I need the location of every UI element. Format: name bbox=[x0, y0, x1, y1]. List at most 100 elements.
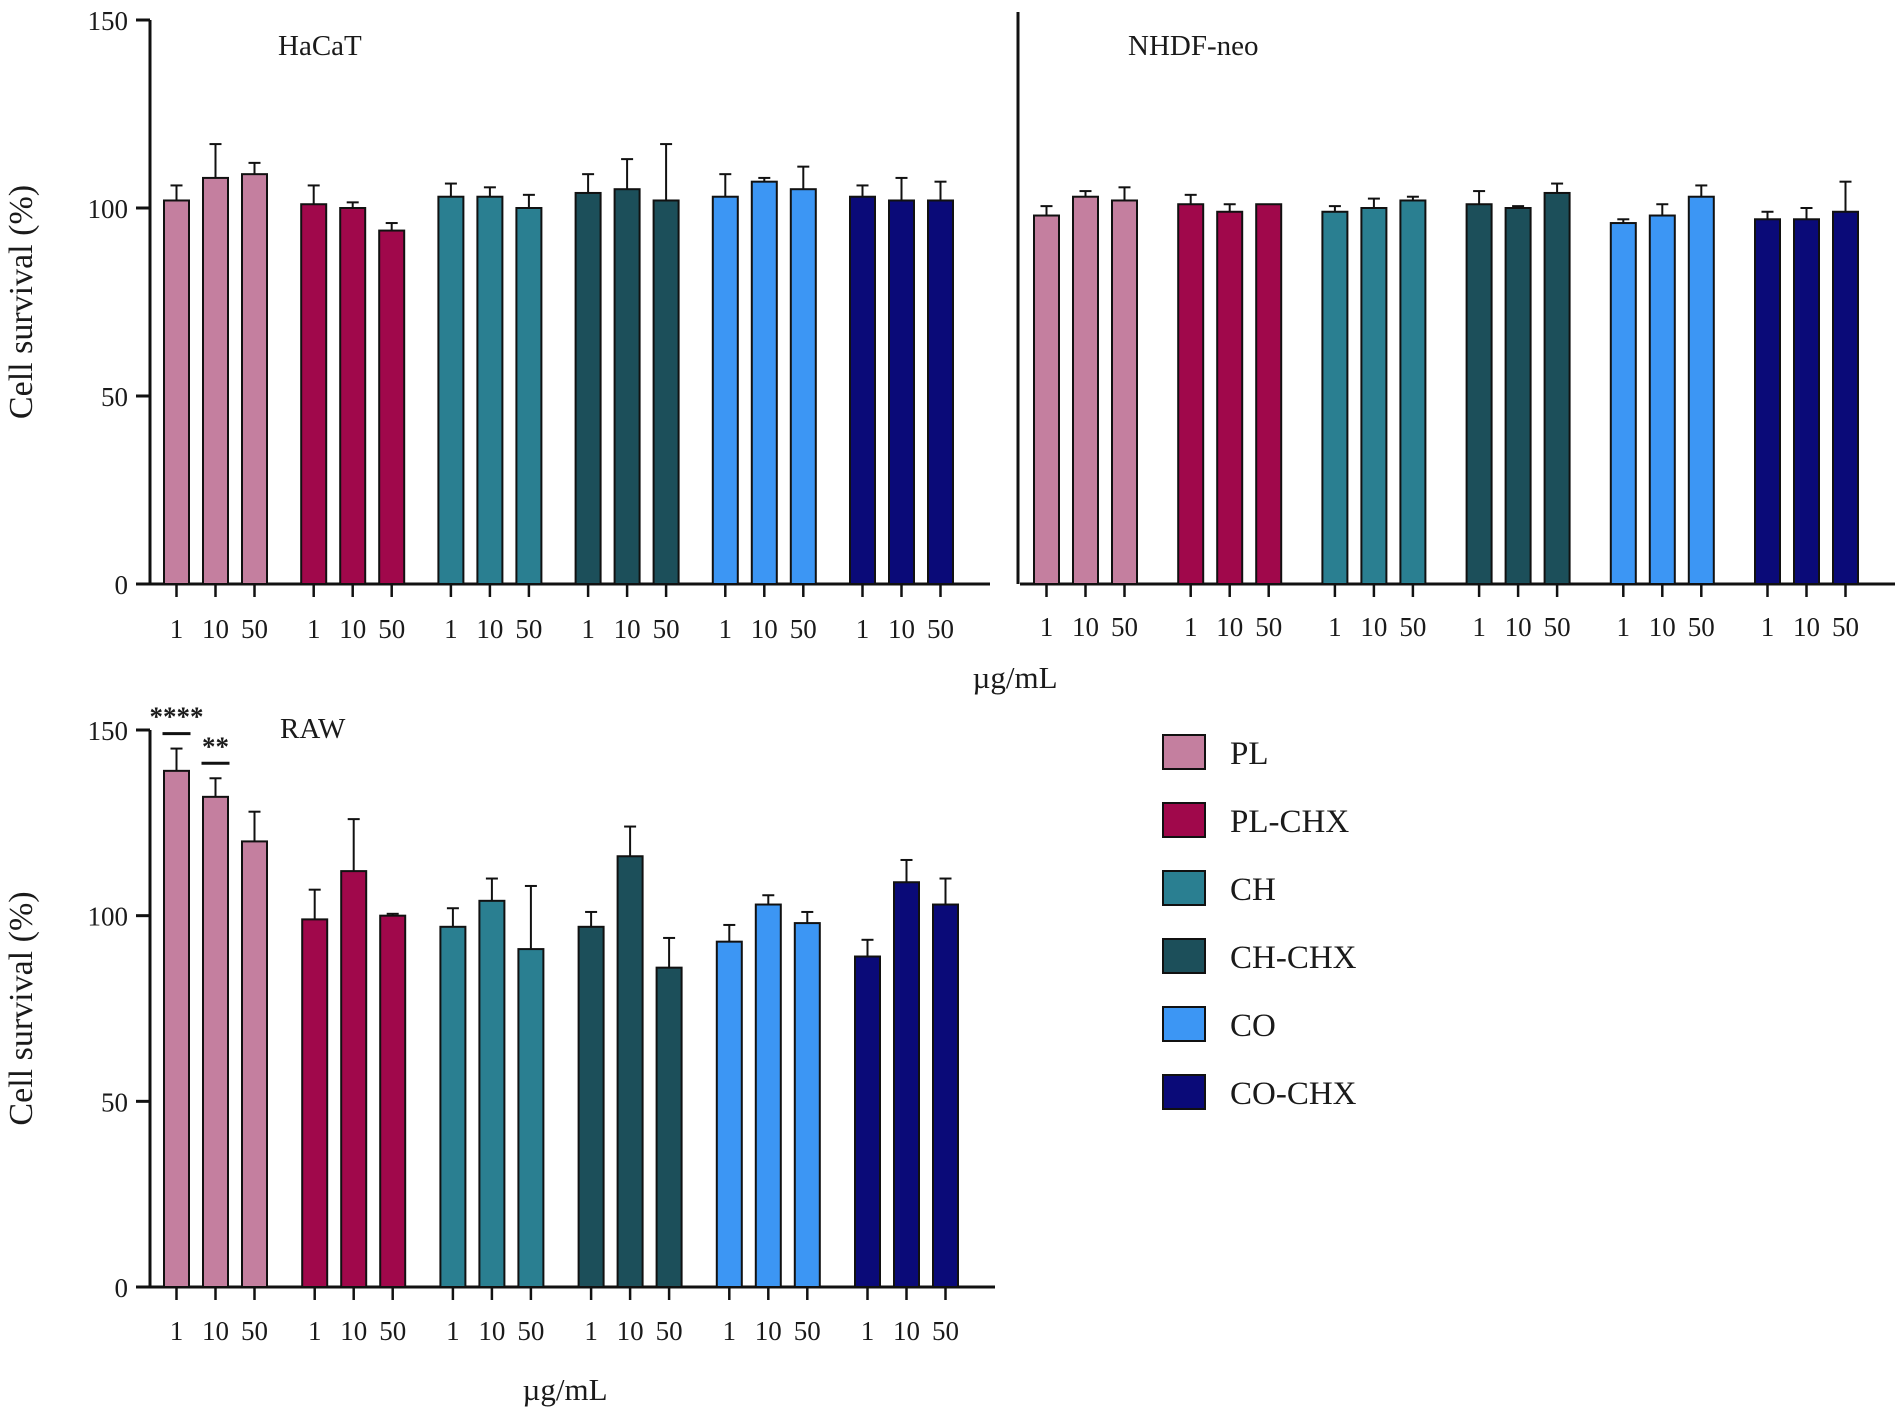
nhdf-neo-x-tick-label: 50 bbox=[1832, 612, 1859, 642]
raw-bar-co-50 bbox=[793, 922, 821, 1288]
raw-bar-ch-1 bbox=[439, 925, 467, 1288]
raw-bar-co-1 bbox=[715, 940, 743, 1288]
nhdf-neo-bar-ch-chx-1 bbox=[1465, 203, 1493, 586]
hacat-bar-co-50 bbox=[789, 188, 817, 585]
hacat-bar-ch-50 bbox=[515, 207, 543, 585]
legend-swatch-co-chx bbox=[1162, 1074, 1206, 1110]
raw-x-tick-label: 50 bbox=[241, 1316, 268, 1346]
raw-y-tick-label: 50 bbox=[101, 1087, 128, 1117]
raw-bar-ch-chx-50 bbox=[655, 966, 683, 1288]
hacat-bar-pl-chx-50 bbox=[378, 229, 406, 585]
raw-bar-pl-chx-50 bbox=[379, 914, 407, 1289]
nhdf-neo-bar-pl-chx-50 bbox=[1255, 203, 1283, 586]
hacat-x-tick-label: 10 bbox=[614, 614, 641, 644]
nhdf-neo-x-tick-label: 1 bbox=[1761, 612, 1775, 642]
nhdf-neo-bar-ch-chx-50 bbox=[1543, 191, 1571, 586]
raw-panel-title: RAW bbox=[280, 713, 346, 745]
raw-x-tick-label: 50 bbox=[517, 1316, 544, 1346]
nhdf-neo-x-tick-label: 1 bbox=[1040, 612, 1054, 642]
raw-significance-label: **** bbox=[150, 702, 204, 732]
nhdf-neo-bar-ch-chx-10 bbox=[1504, 207, 1532, 585]
hacat-x-tick-label: 50 bbox=[241, 614, 268, 644]
nhdf-neo-x-tick-label: 1 bbox=[1472, 612, 1486, 642]
hacat-x-tick-label: 1 bbox=[856, 614, 870, 644]
nhdf-neo-bar-ch-50 bbox=[1399, 199, 1427, 585]
chart-nhdf-neo: NHDF-neo 1 10 50 1 10 50 1 10 50 1 10 50 1 10 50 1 10 50 bbox=[1020, 30, 1895, 642]
raw-x-tick-label: 1 bbox=[584, 1316, 598, 1346]
raw-x-tick-label: 10 bbox=[478, 1316, 505, 1346]
raw-bar-pl-chx-1 bbox=[301, 918, 329, 1288]
raw-bar-ch-chx-1 bbox=[577, 925, 605, 1288]
raw-x-tick-label: 10 bbox=[340, 1316, 367, 1346]
nhdf-neo-bar-ch-10 bbox=[1360, 207, 1388, 585]
raw-x-tick-label: 1 bbox=[446, 1316, 460, 1346]
nhdf-neo-bar-co-50 bbox=[1687, 195, 1715, 585]
raw-bar-pl-chx-10 bbox=[340, 870, 368, 1289]
nhdf-neo-x-tick-label: 10 bbox=[1649, 612, 1676, 642]
hacat-x-tick-label: 10 bbox=[888, 614, 915, 644]
nhdf-neo-x-tick-label: 10 bbox=[1505, 612, 1532, 642]
hacat-bar-co-chx-50 bbox=[927, 199, 954, 585]
nhdf-neo-bar-pl-1 bbox=[1033, 214, 1060, 586]
raw-y-tick-label: 100 bbox=[88, 902, 129, 932]
nhdf-neo-x-tick-label: 50 bbox=[1399, 612, 1426, 642]
raw-x-tick-label: 1 bbox=[308, 1316, 322, 1346]
raw-bar-pl-1 bbox=[163, 769, 190, 1288]
nhdf-neo-x-tick-label: 1 bbox=[1617, 612, 1631, 642]
hacat-y-tick-label: 100 bbox=[88, 194, 129, 224]
hacat-bar-pl-50 bbox=[241, 173, 268, 585]
nhdf-neo-bar-pl-50 bbox=[1111, 199, 1138, 585]
nhdf-neo-x-tick-label: 50 bbox=[1688, 612, 1715, 642]
top-row-x-axis-label: µg/mL bbox=[972, 660, 1057, 695]
hacat-x-tick-label: 50 bbox=[378, 614, 405, 644]
raw-x-tick-label: 1 bbox=[861, 1316, 875, 1346]
raw-bar-ch-50 bbox=[517, 948, 545, 1288]
legend-label-co-chx: CO-CHX bbox=[1230, 1076, 1357, 1112]
raw-x-tick-label: 50 bbox=[794, 1316, 821, 1346]
hacat-x-tick-label: 10 bbox=[202, 614, 229, 644]
hacat-x-tick-label: 10 bbox=[476, 614, 503, 644]
raw-bar-co-chx-50 bbox=[932, 903, 959, 1288]
hacat-bar-co-10 bbox=[750, 180, 778, 585]
raw-x-tick-label: 10 bbox=[755, 1316, 782, 1346]
raw-bar-co-chx-1 bbox=[854, 955, 881, 1288]
legend: PL PL-CHX CH CH-CHX CO CO-CHX bbox=[1162, 734, 1357, 1112]
hacat-x-tick-label: 1 bbox=[444, 614, 458, 644]
hacat-bar-co-1 bbox=[711, 195, 739, 585]
legend-label-pl: PL bbox=[1230, 736, 1269, 772]
hacat-bar-ch-10 bbox=[476, 195, 504, 585]
hacat-x-tick-label: 1 bbox=[719, 614, 733, 644]
nhdf-neo-bar-co-10 bbox=[1648, 214, 1676, 586]
hacat-bar-ch-chx-1 bbox=[574, 191, 602, 586]
hacat-x-tick-label: 50 bbox=[927, 614, 954, 644]
raw-x-tick-label: 1 bbox=[723, 1316, 737, 1346]
raw-bar-co-10 bbox=[754, 903, 782, 1288]
legend-swatch-co bbox=[1162, 1006, 1206, 1042]
hacat-panel-title: HaCaT bbox=[278, 30, 362, 62]
legend-label-ch-chx: CH-CHX bbox=[1230, 940, 1357, 976]
nhdf-neo-x-tick-label: 10 bbox=[1360, 612, 1387, 642]
hacat-y-tick-label: 0 bbox=[115, 570, 129, 600]
raw-x-tick-label: 50 bbox=[932, 1316, 959, 1346]
nhdf-neo-x-tick-label: 50 bbox=[1255, 612, 1282, 642]
hacat-x-tick-label: 1 bbox=[170, 614, 184, 644]
nhdf-neo-panel-title: NHDF-neo bbox=[1128, 30, 1259, 62]
nhdf-neo-bar-pl-10 bbox=[1072, 195, 1099, 585]
hacat-bar-ch-chx-10 bbox=[613, 188, 641, 585]
hacat-bar-pl-chx-10 bbox=[339, 207, 367, 585]
hacat-x-tick-label: 50 bbox=[515, 614, 542, 644]
raw-bar-ch-chx-10 bbox=[616, 855, 644, 1289]
raw-bar-co-chx-10 bbox=[893, 881, 920, 1288]
nhdf-neo-bar-co-chx-10 bbox=[1793, 218, 1820, 585]
nhdf-neo-bar-pl-chx-1 bbox=[1177, 203, 1205, 586]
raw-bar-pl-50 bbox=[241, 840, 268, 1289]
legend-swatch-pl bbox=[1162, 734, 1206, 770]
nhdf-neo-x-tick-label: 10 bbox=[1793, 612, 1820, 642]
nhdf-neo-x-tick-label: 50 bbox=[1544, 612, 1571, 642]
hacat-bar-ch-1 bbox=[437, 195, 465, 585]
raw-y-axis-label: Cell survival (%) bbox=[3, 891, 40, 1125]
legend-label-pl-chx: PL-CHX bbox=[1230, 804, 1349, 840]
hacat-x-tick-label: 1 bbox=[307, 614, 321, 644]
